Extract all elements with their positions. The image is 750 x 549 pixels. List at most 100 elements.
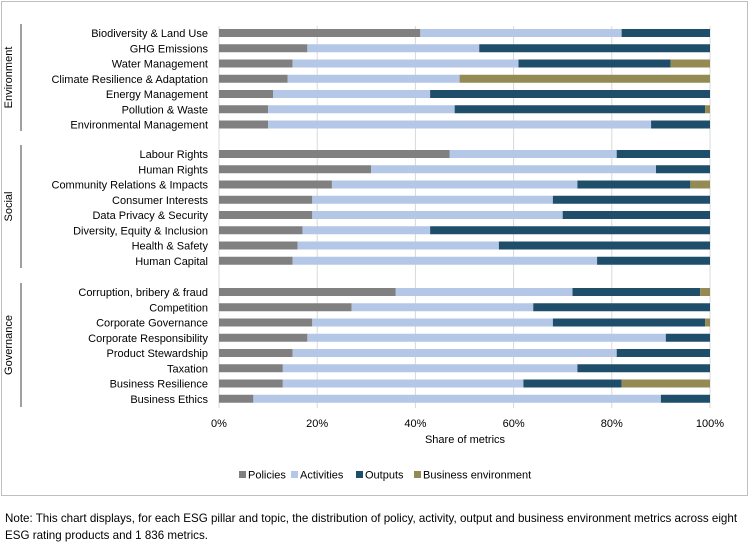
- bar-segment-activities: [292, 349, 617, 357]
- bar-segment-business-environment: [705, 318, 710, 327]
- x-tick-label: 40%: [404, 418, 426, 430]
- bar-segment-outputs: [479, 44, 710, 53]
- group-label: Environment: [3, 47, 15, 109]
- bar-segment-activities: [268, 120, 652, 129]
- bar-segment-outputs: [454, 105, 706, 114]
- bar-segment-outputs: [518, 59, 671, 68]
- bar-segment-outputs: [597, 256, 710, 265]
- bar-segment-activities: [273, 90, 431, 98]
- category-label: Human Capital: [135, 256, 208, 268]
- category-label: Diversity, Equity & Inclusion: [73, 225, 208, 237]
- category-label: Corruption, bribery & fraud: [78, 287, 208, 299]
- category-label: Competition: [149, 302, 208, 314]
- bar-segment-outputs: [616, 349, 710, 357]
- chart-frame: 0% 20% 40% 60% 80% 100% Share of metrics Biodiv…: [1, 1, 748, 496]
- bar-segment-activities: [282, 379, 524, 388]
- bar-segment-outputs: [498, 241, 710, 250]
- chart-svg: 0% 20% 40% 60% 80% 100% Share of metrics Biodiv…: [1, 1, 748, 496]
- bar-segment-policies: [219, 150, 450, 158]
- legend-label: Policies: [248, 470, 286, 482]
- bar-segment-outputs: [660, 394, 710, 403]
- x-tick-label: 100%: [696, 418, 724, 430]
- bar-segment-activities: [292, 256, 598, 265]
- bar-segment-outputs: [665, 333, 710, 342]
- legend-label: Outputs: [365, 470, 404, 482]
- legend-label: Business environment: [423, 470, 531, 482]
- chart-note: Note: This chart displays, for each ESG …: [5, 512, 738, 542]
- group-label: Social: [3, 192, 15, 222]
- x-axis-title: Share of metrics: [425, 434, 506, 446]
- category-label: Corporate Responsibility: [88, 333, 208, 345]
- bar-segment-business-environment: [621, 379, 710, 388]
- bar-segment-policies: [219, 394, 254, 403]
- bar-segment-policies: [219, 195, 313, 204]
- legend-label: Activities: [300, 470, 344, 482]
- bar-segment-activities: [312, 318, 553, 327]
- category-label: Community Relations & Impacts: [52, 180, 209, 192]
- category-label: Data Privacy & Security: [92, 210, 208, 222]
- category-label: Product Stewardship: [107, 348, 209, 360]
- bar-segment-policies: [219, 165, 372, 174]
- bar-segment-business-environment: [670, 59, 710, 68]
- legend-swatch-business-environment: [414, 471, 421, 478]
- bar-segment-activities: [307, 44, 480, 53]
- bar-segment-policies: [219, 59, 293, 68]
- bar-segment-outputs: [577, 364, 710, 373]
- bar-segment-outputs: [572, 288, 701, 296]
- bar-segment-policies: [219, 180, 332, 189]
- bar-segment-policies: [219, 90, 274, 98]
- bar-segment-policies: [219, 120, 269, 129]
- legend-swatch-policies: [239, 471, 246, 478]
- legend-swatch-outputs: [356, 471, 363, 478]
- bar-segment-outputs: [523, 379, 622, 388]
- category-label: Pollution & Waste: [122, 104, 208, 116]
- x-tick-label: 60%: [503, 418, 525, 430]
- category-label: Water Management: [112, 59, 208, 71]
- bar-segment-activities: [449, 150, 617, 158]
- bar-segment-policies: [219, 318, 313, 327]
- bar-segment-business-environment: [700, 288, 710, 296]
- x-tick-label: 20%: [306, 418, 328, 430]
- bar-segment-business-environment: [459, 74, 710, 83]
- bar-segment-policies: [219, 211, 313, 219]
- bar-segment-activities: [253, 394, 661, 403]
- bar-segment-outputs: [552, 195, 710, 204]
- bar-segment-policies: [219, 256, 293, 265]
- bar-segment-activities: [282, 364, 578, 373]
- bar-segment-outputs: [651, 120, 710, 129]
- category-label: Business Resilience: [110, 379, 208, 391]
- bar-segment-activities: [287, 74, 460, 83]
- bar-segment-outputs: [562, 211, 710, 219]
- bar-segment-business-environment: [705, 105, 710, 114]
- bar-segment-activities: [331, 180, 578, 189]
- legend-swatch-activities: [291, 471, 298, 478]
- bar-segment-activities: [307, 333, 666, 342]
- category-label: GHG Emissions: [130, 43, 209, 55]
- category-label: Labour Rights: [140, 149, 209, 161]
- category-label: Biodiversity & Land Use: [91, 28, 208, 40]
- chart-border: [1, 1, 748, 496]
- category-label: Energy Management: [106, 89, 208, 101]
- bar-segment-outputs: [577, 180, 691, 189]
- bar-segment-outputs: [430, 90, 710, 98]
- category-label: Corporate Governance: [96, 318, 208, 330]
- bar-segment-activities: [351, 303, 534, 312]
- bar-segment-policies: [219, 333, 308, 342]
- bar-segment-activities: [395, 288, 573, 296]
- category-label: Business Ethics: [130, 394, 208, 406]
- category-label: Climate Resilience & Adaptation: [51, 74, 208, 86]
- bar-segment-policies: [219, 241, 298, 250]
- x-tick-label: 0%: [211, 418, 227, 430]
- bar-segment-activities: [302, 226, 431, 235]
- x-tick-label: 80%: [601, 418, 623, 430]
- bar-segment-outputs: [430, 226, 710, 235]
- bar-segment-policies: [219, 44, 308, 53]
- bar-segment-activities: [420, 29, 622, 37]
- bar-segment-activities: [312, 195, 553, 204]
- bar-segment-activities: [297, 241, 499, 250]
- category-label: Taxation: [167, 363, 208, 375]
- bar-segment-policies: [219, 379, 283, 388]
- bar-segment-policies: [219, 74, 288, 83]
- bar-segment-business-environment: [690, 180, 710, 189]
- category-label: Health & Safety: [132, 241, 209, 253]
